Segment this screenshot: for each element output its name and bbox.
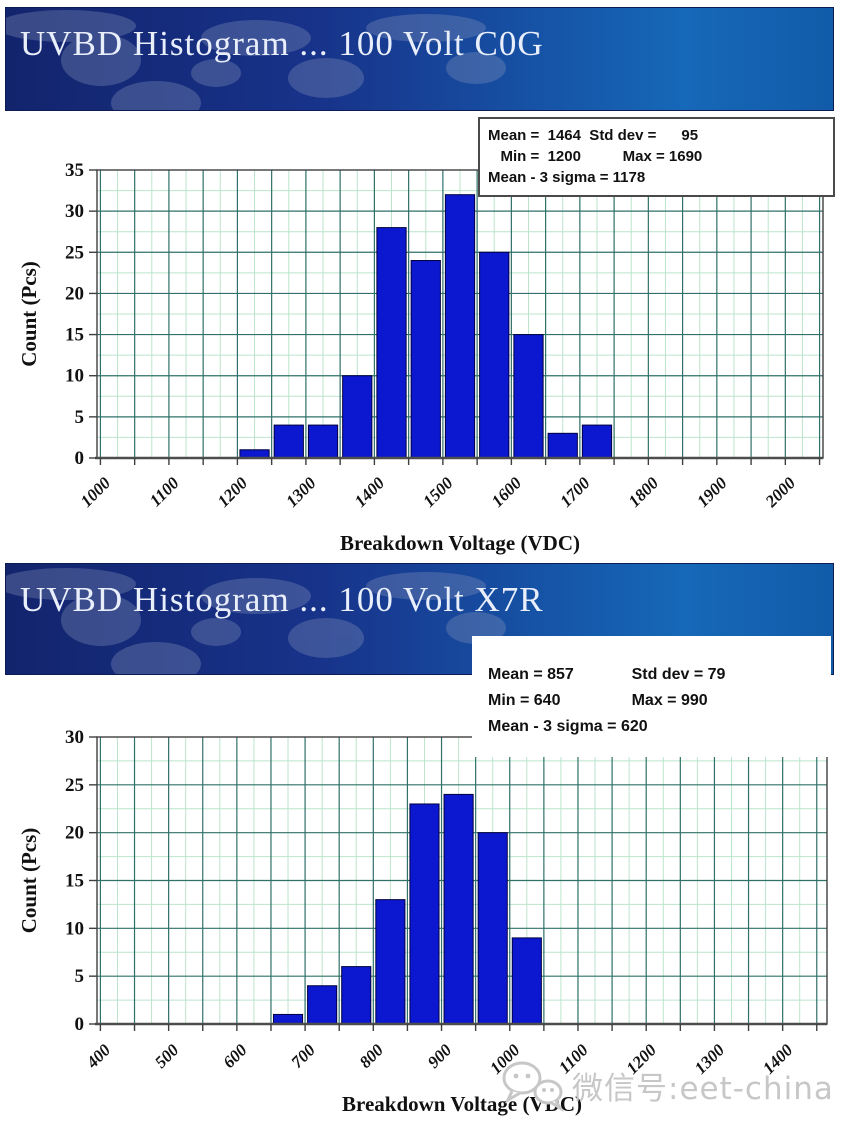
svg-text:1500: 1500 bbox=[419, 473, 457, 511]
svg-text:30: 30 bbox=[65, 727, 84, 748]
svg-text:5: 5 bbox=[75, 407, 85, 428]
svg-text:1300: 1300 bbox=[282, 473, 320, 511]
svg-text:35: 35 bbox=[65, 160, 84, 181]
stats-line: Mean - 3 sigma = 1178 bbox=[488, 169, 646, 186]
svg-text:0: 0 bbox=[75, 448, 85, 469]
svg-text:10: 10 bbox=[65, 366, 84, 387]
svg-text:Count (Pcs): Count (Pcs) bbox=[17, 261, 41, 367]
stats-box-x7r: Mean = 857 Std dev = 79 Min = 640 Max = … bbox=[472, 636, 831, 757]
svg-text:20: 20 bbox=[65, 823, 84, 844]
svg-text:0: 0 bbox=[75, 1014, 85, 1035]
svg-text:900: 900 bbox=[424, 1040, 456, 1072]
svg-text:25: 25 bbox=[65, 242, 84, 263]
svg-text:400: 400 bbox=[82, 1040, 115, 1073]
stats-box-c0g: Mean = 1464 Std dev = 95 Min = 1200 Max … bbox=[478, 117, 835, 197]
header-banner-c0g: UVBD Histogram ... 100 Volt C0G bbox=[5, 7, 834, 111]
watermark-text: 微信号:eet-china bbox=[572, 1070, 834, 1107]
stats-line: Min = 640 Max = 990 bbox=[488, 692, 708, 709]
watermark: 微信号:eet-china bbox=[498, 1056, 834, 1114]
svg-text:500: 500 bbox=[151, 1040, 183, 1072]
histogram-x7r-chart: 400 500 600 700 800 900 1000 1100 1200 1300 140005… bbox=[17, 727, 828, 1116]
svg-text:600: 600 bbox=[219, 1040, 251, 1072]
stats-line: Mean = 1464 Std dev = 95 bbox=[488, 127, 699, 144]
chart-title-c0g: UVBD Histogram ... 100 Volt C0G bbox=[20, 24, 544, 63]
svg-text:Breakdown Voltage (VDC): Breakdown Voltage (VDC) bbox=[340, 531, 580, 555]
svg-text:1700: 1700 bbox=[556, 473, 594, 511]
stats-line: Mean - 3 sigma = 620 bbox=[488, 718, 648, 735]
stats-line: Mean = 857 Std dev = 79 bbox=[488, 666, 726, 683]
svg-text:1400: 1400 bbox=[351, 473, 389, 511]
svg-text:Count (Pcs): Count (Pcs) bbox=[17, 828, 41, 934]
svg-text:1000: 1000 bbox=[77, 473, 115, 511]
wechat-icon bbox=[502, 1061, 565, 1113]
svg-text:30: 30 bbox=[65, 201, 84, 222]
svg-text:5: 5 bbox=[75, 966, 85, 987]
svg-text:700: 700 bbox=[287, 1040, 319, 1072]
svg-text:1800: 1800 bbox=[625, 473, 663, 511]
svg-text:1900: 1900 bbox=[693, 473, 731, 511]
svg-text:15: 15 bbox=[65, 871, 84, 892]
chart-title-x7r: UVBD Histogram ... 100 Volt X7R bbox=[20, 580, 544, 619]
svg-text:2000: 2000 bbox=[761, 473, 800, 512]
svg-text:25: 25 bbox=[65, 775, 84, 796]
svg-text:10: 10 bbox=[65, 918, 84, 939]
world-map-decoration bbox=[6, 10, 506, 110]
svg-text:20: 20 bbox=[65, 283, 84, 304]
svg-text:1100: 1100 bbox=[146, 473, 183, 510]
stats-line: Min = 1200 Max = 1690 bbox=[488, 148, 703, 165]
histogram-c0g-chart: 1000 1100 1200 1300 1400 1500 1600 1700 1800 1900… bbox=[17, 160, 824, 555]
svg-text:1200: 1200 bbox=[214, 473, 252, 511]
svg-text:15: 15 bbox=[65, 325, 84, 346]
svg-text:1600: 1600 bbox=[488, 473, 526, 511]
svg-text:800: 800 bbox=[356, 1040, 388, 1072]
